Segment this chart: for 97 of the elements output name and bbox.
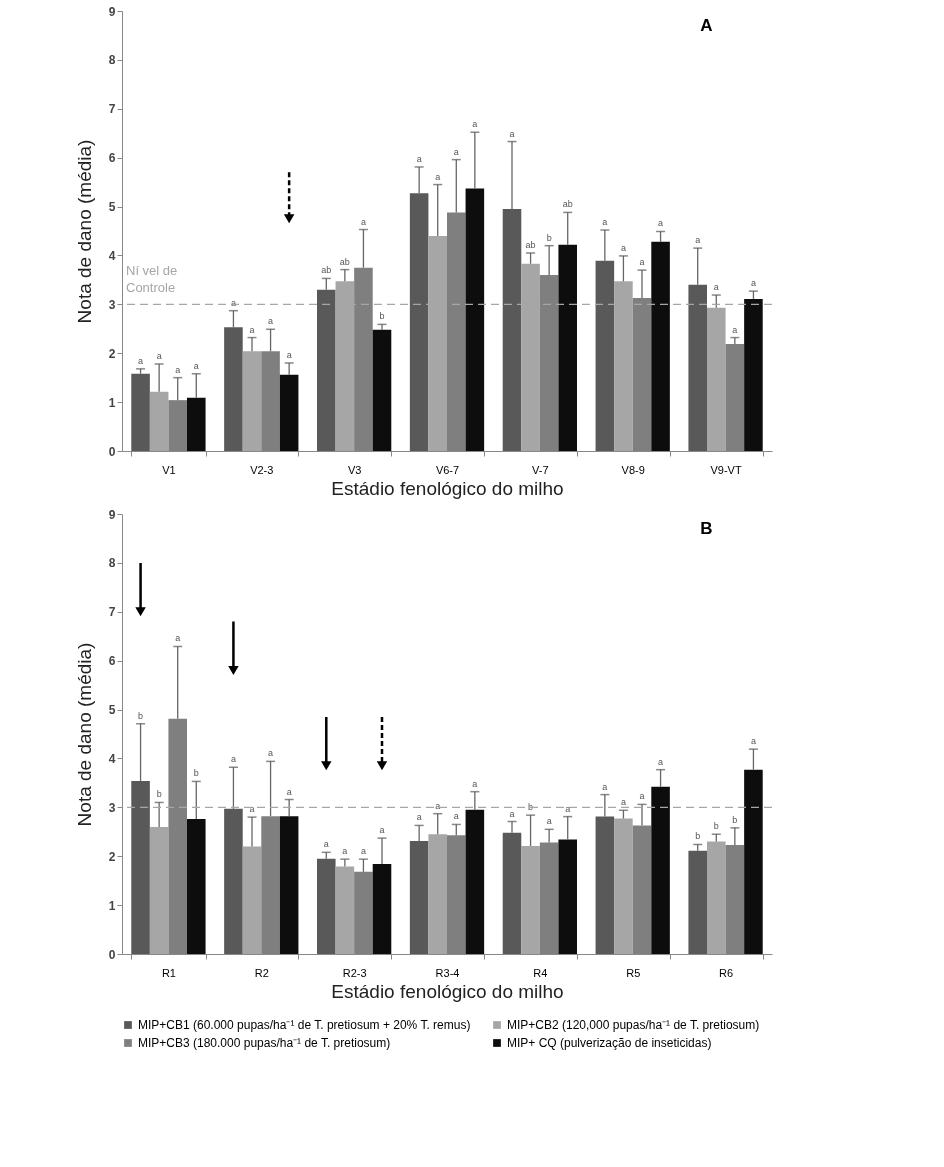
- x-tick-label: V9-VT: [710, 463, 742, 476]
- x-tick-label: V8-9: [621, 463, 645, 476]
- y-tick-label: 1: [108, 395, 116, 410]
- annotation: a: [360, 216, 366, 227]
- x-tick-label: V2-3: [250, 463, 274, 476]
- y-tick-label: 8: [108, 53, 116, 68]
- annotation: b: [713, 821, 719, 832]
- annotation: b: [138, 710, 144, 721]
- annotation: a: [175, 633, 181, 644]
- ref-line-label: Ní vel de Controle: [126, 263, 178, 296]
- annotation: a: [602, 217, 608, 228]
- annotation: a: [472, 119, 478, 130]
- annotation: a: [658, 756, 664, 767]
- y-tick-label: 5: [108, 703, 116, 718]
- legend-label: MIP+CB2 (120,000 pupas/ha⁻¹ de T. pretiosum): [507, 1018, 760, 1032]
- annotation: a: [453, 146, 459, 157]
- legend-label: MIP+ CQ (pulverização de inseticidas): [507, 1036, 712, 1050]
- y-axis-title: Nota de dano (média): [73, 139, 95, 324]
- chart-title: B: [700, 519, 713, 538]
- x-tick-label: V3: [347, 463, 362, 476]
- annotation: b: [695, 831, 701, 842]
- annotation: a: [268, 748, 274, 759]
- annotation: a: [639, 791, 645, 802]
- annotation: a: [268, 316, 274, 327]
- annotation: a: [453, 811, 459, 822]
- x-axis-title: Estádio fenológico do milho: [331, 477, 564, 499]
- annotation: a: [416, 153, 422, 164]
- annotation: a: [286, 350, 292, 360]
- annotation: b: [156, 789, 162, 800]
- annotation: a: [509, 808, 515, 819]
- annotation: ab: [321, 265, 332, 276]
- y-tick-label: 7: [108, 102, 116, 117]
- annotation: a: [750, 278, 756, 289]
- annotation: a: [472, 778, 478, 789]
- annotation: a: [732, 324, 738, 335]
- y-tick-label: 6: [108, 654, 116, 669]
- y-tick-label: 2: [108, 849, 116, 864]
- annotation: a: [658, 218, 664, 229]
- x-tick-label: V1: [162, 463, 176, 476]
- x-tick-label: V6-7: [435, 463, 460, 476]
- x-tick-label: R2-3: [342, 966, 367, 979]
- y-tick-label: 4: [108, 751, 116, 766]
- annotation: a: [342, 846, 348, 857]
- y-tick-label: 9: [108, 507, 116, 522]
- y-axis-title: Nota de dano (média): [73, 642, 95, 827]
- x-tick-label: R4: [533, 966, 548, 979]
- y-tick-label: 9: [108, 4, 116, 19]
- y-tick-label: 0: [108, 947, 116, 962]
- x-tick-label: R6: [719, 966, 734, 979]
- y-tick-label: 3: [108, 297, 116, 312]
- annotation: a: [286, 786, 292, 797]
- x-tick-label: R1: [161, 966, 176, 979]
- annotation: a: [416, 812, 422, 823]
- y-tick-label: 7: [108, 605, 116, 620]
- chart-title: A: [700, 16, 713, 35]
- annotation: ab: [562, 199, 573, 210]
- y-tick-label: 8: [108, 556, 116, 571]
- y-tick-label: 2: [108, 346, 116, 361]
- annotation: a: [639, 257, 645, 268]
- annotation: a: [620, 797, 626, 808]
- legend-label: MIP+CB1 (60.000 pupas/ha⁻¹ de T. pretiosum + 20% T. remus): [138, 1018, 471, 1032]
- y-tick-label: 1: [108, 898, 116, 913]
- annotation: a: [230, 754, 236, 765]
- annotation: a: [695, 235, 701, 246]
- annotation: a: [138, 355, 144, 366]
- annotation: b: [732, 814, 738, 825]
- y-tick-label: 4: [108, 248, 116, 263]
- annotation: a: [565, 803, 571, 814]
- annotation: a: [249, 324, 255, 335]
- annotation: a: [360, 846, 366, 857]
- annotation: a: [193, 360, 199, 371]
- x-tick-label: R3-4: [435, 966, 460, 979]
- x-tick-label: R5: [626, 966, 641, 979]
- x-axis-title: Estádio fenológico do milho: [331, 980, 564, 1002]
- x-tick-label: V-7: [532, 463, 549, 476]
- x-tick-label: R2: [254, 966, 269, 979]
- y-tick-label: 5: [108, 200, 116, 215]
- annotation: b: [193, 768, 199, 779]
- y-tick-label: 6: [108, 151, 116, 166]
- annotation: ab: [339, 256, 350, 267]
- annotation: b: [546, 232, 552, 243]
- annotation: a: [156, 350, 162, 361]
- annotation: a: [602, 781, 608, 792]
- annotation: b: [379, 311, 385, 322]
- y-tick-label: 0: [108, 444, 116, 459]
- y-tick-label: 3: [108, 800, 116, 815]
- annotation: a: [713, 282, 719, 293]
- annotation: a: [509, 128, 515, 139]
- annotation: a: [379, 825, 385, 836]
- annotation: a: [546, 816, 552, 827]
- annotation: a: [435, 171, 441, 182]
- legend-label: MIP+CB3 (180.000 pupas/ha⁻¹ de T. pretiosum): [138, 1036, 391, 1050]
- annotation: a: [323, 839, 329, 850]
- annotation: a: [175, 364, 181, 375]
- annotation: a: [750, 736, 756, 747]
- annotation: a: [620, 242, 626, 253]
- annotation: ab: [525, 240, 536, 250]
